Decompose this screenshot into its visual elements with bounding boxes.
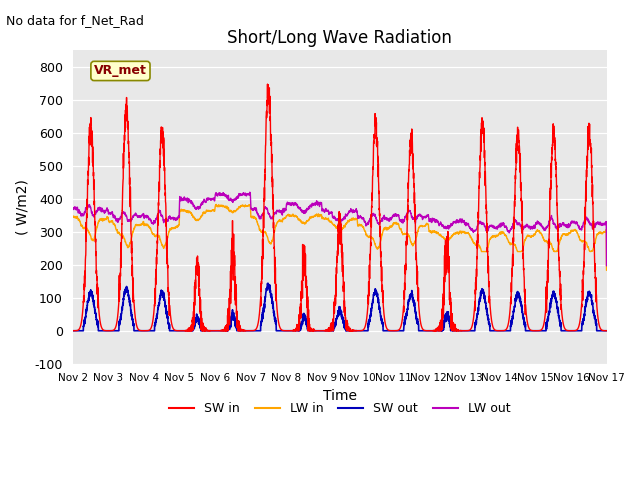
Text: No data for f_Net_Rad: No data for f_Net_Rad	[6, 14, 144, 27]
Y-axis label: ( W/m2): ( W/m2)	[15, 179, 29, 235]
Text: VR_met: VR_met	[94, 64, 147, 77]
X-axis label: Time: Time	[323, 389, 356, 403]
Title: Short/Long Wave Radiation: Short/Long Wave Radiation	[227, 29, 452, 48]
Legend: SW in, LW in, SW out, LW out: SW in, LW in, SW out, LW out	[164, 397, 515, 420]
